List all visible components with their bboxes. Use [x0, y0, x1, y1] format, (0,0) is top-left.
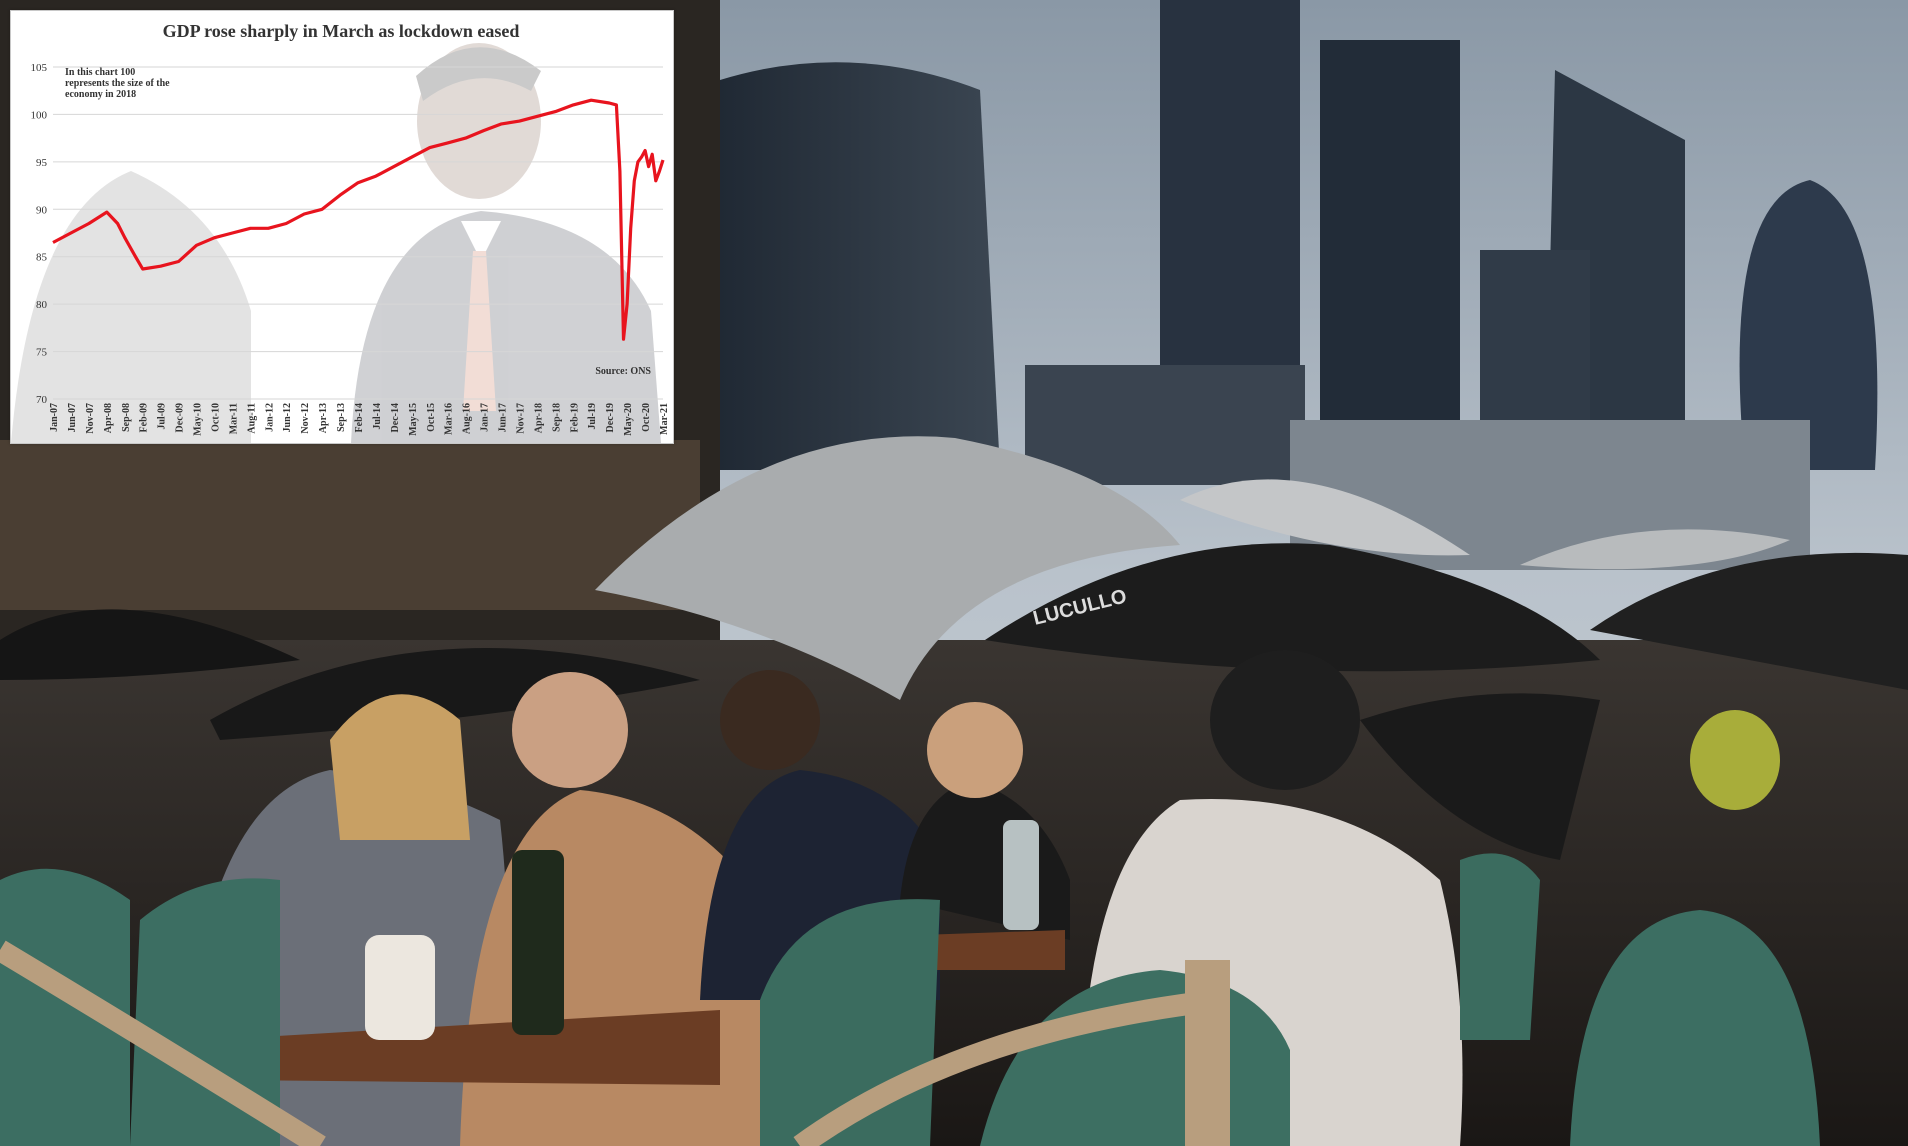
x-tick-label: Sep-08 — [121, 403, 132, 432]
x-tick-label: May-10 — [193, 403, 204, 436]
x-tick-label: Oct-15 — [426, 403, 437, 432]
chart-note-line: In this chart 100 — [65, 67, 135, 78]
water-carafe — [365, 935, 435, 1040]
water-bottle — [1003, 820, 1039, 930]
x-tick-label: Feb-19 — [569, 403, 580, 432]
x-tick-label: Apr-18 — [533, 403, 544, 433]
umbrella-black-center — [985, 543, 1600, 672]
x-tick-label: Jun-12 — [282, 403, 293, 432]
gdp-chart: GDP rose sharply in March as lockdown ea… — [10, 10, 674, 444]
x-tick-label: Jul-19 — [587, 403, 598, 430]
umbrella-grey-back — [1180, 479, 1470, 556]
x-tick-label: Nov-17 — [515, 403, 526, 434]
x-tick-label: Dec-09 — [175, 403, 186, 432]
source-label: Source: ONS — [595, 366, 651, 377]
y-tick-label: 105 — [31, 62, 48, 74]
barrier-post — [1185, 960, 1230, 1146]
wine-bottle — [512, 850, 564, 1035]
man-head — [512, 672, 628, 788]
x-tick-label: Aug-16 — [462, 403, 473, 434]
x-tick-label: Jan-07 — [49, 403, 60, 432]
umbrella-black-right — [1590, 552, 1908, 690]
x-tick-label: Jul-14 — [372, 403, 383, 430]
y-tick-label: 75 — [36, 347, 48, 359]
gherkin-building — [1739, 180, 1878, 470]
x-tick-label: Dec-14 — [390, 403, 401, 432]
x-tick-label: Jan-12 — [264, 403, 275, 432]
x-tick-label: Nov-07 — [85, 403, 96, 434]
wooden-table-back — [920, 930, 1065, 970]
chart-note-line: economy in 2018 — [65, 89, 136, 100]
gdp-series-line — [52, 98, 665, 341]
x-tick-label: Feb-14 — [354, 403, 365, 432]
x-tick-label: Nov-12 — [300, 403, 311, 434]
wooden-table-front — [210, 1010, 720, 1085]
portrait-watermark — [11, 43, 661, 443]
wicker-chair-left — [0, 868, 130, 1146]
low-building-left — [1025, 365, 1305, 485]
x-tick-label: May-20 — [623, 403, 634, 436]
x-tick-label: Jun-07 — [67, 403, 78, 432]
umbrella-black-couple — [210, 648, 700, 740]
x-tick-label: Mar-21 — [659, 403, 670, 435]
umbrella-grey-right — [1520, 529, 1790, 570]
walkie-talkie-building — [710, 62, 1000, 470]
umbrella-grey-center — [595, 436, 1180, 700]
y-tick-label: 95 — [36, 157, 48, 169]
chart-title: GDP rose sharply in March as lockdown ea… — [163, 21, 520, 41]
x-tick-label: Oct-10 — [210, 403, 221, 432]
umbrella-black-left — [0, 609, 300, 680]
gridlines — [53, 66, 663, 400]
y-tick-label: 100 — [31, 109, 48, 121]
x-tick-label: Apr-08 — [103, 403, 114, 433]
y-tick-label: 80 — [36, 299, 48, 311]
x-tick-label: Dec-19 — [605, 403, 616, 432]
wicker-chair-right — [1570, 910, 1820, 1146]
x-tick-label: Jan-17 — [480, 403, 491, 432]
x-tick-label: Jul-09 — [157, 403, 168, 430]
wicker-chair-couple — [130, 878, 280, 1146]
woman-beanie — [1210, 650, 1360, 790]
tower-center — [1320, 40, 1460, 470]
x-tick-label: Mar-11 — [228, 403, 239, 434]
x-tick-label: Feb-09 — [139, 403, 150, 432]
x-tick-label: Sep-18 — [551, 403, 562, 432]
x-tick-label: Apr-13 — [318, 403, 329, 433]
x-tick-label: Jun-17 — [498, 403, 509, 432]
umbrella-black-right-2 — [1360, 693, 1600, 860]
x-tick-label: Mar-16 — [444, 403, 455, 435]
person-yellow-beanie — [1690, 710, 1780, 810]
y-tick-label: 90 — [36, 204, 48, 216]
x-tick-label: Oct-20 — [641, 403, 652, 432]
chart-note-line: represents the size of the — [65, 78, 170, 89]
x-tick-label: May-15 — [408, 403, 419, 436]
x-tick-label: Aug-11 — [246, 403, 257, 434]
y-tick-label: 70 — [36, 394, 48, 406]
rope-barrier — [0, 940, 326, 1146]
wicker-chair-far-right — [1460, 853, 1540, 1040]
x-tick-label: Sep-13 — [336, 403, 347, 432]
y-tick-label: 85 — [36, 252, 48, 264]
